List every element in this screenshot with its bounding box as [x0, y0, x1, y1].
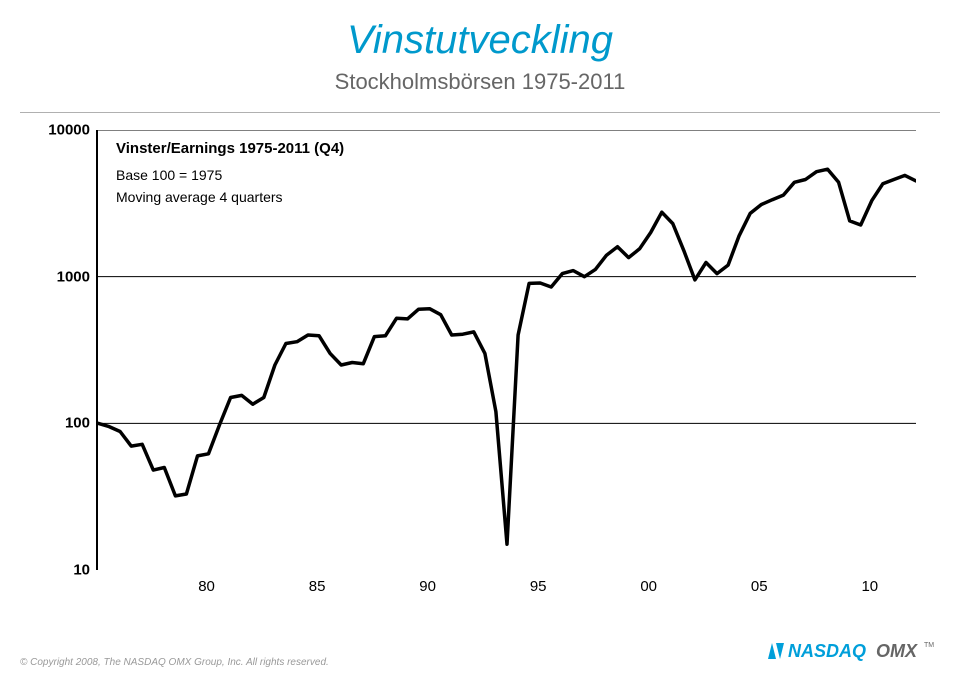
chart-legend-note-2: Moving average 4 quarters — [116, 189, 344, 205]
y-tick-label: 10 — [73, 562, 90, 579]
x-tick-label: 90 — [419, 578, 436, 595]
chart: 10100100010000 Vinster/Earnings 1975-201… — [34, 130, 914, 600]
y-axis-labels: 10100100010000 — [34, 130, 96, 570]
svg-text:TM: TM — [924, 642, 934, 649]
nasdaq-omx-logo: NASDAQ OMX TM — [766, 637, 936, 668]
copyright: © Copyright 2008, The NASDAQ OMX Group, … — [20, 657, 329, 668]
x-tick-label: 10 — [861, 578, 878, 595]
page-subtitle: Stockholmsbörsen 1975-2011 — [0, 69, 960, 95]
x-axis-labels: 80 85 90 95 00 05 10 — [96, 578, 914, 598]
svg-text:OMX: OMX — [876, 641, 918, 661]
plot-area: Vinster/Earnings 1975-2011 (Q4) Base 100… — [96, 130, 914, 570]
x-tick-label: 95 — [530, 578, 547, 595]
x-tick-label: 85 — [309, 578, 326, 595]
y-tick-label: 1000 — [57, 268, 90, 285]
divider — [20, 112, 940, 113]
chart-legend-note-1: Base 100 = 1975 — [116, 167, 344, 183]
page-title: Vinstutveckling — [0, 18, 960, 63]
x-tick-label: 00 — [640, 578, 657, 595]
x-tick-label: 80 — [198, 578, 215, 595]
svg-text:NASDAQ: NASDAQ — [788, 641, 866, 661]
chart-legend-title: Vinster/Earnings 1975-2011 (Q4) — [116, 140, 344, 157]
y-tick-label: 10000 — [48, 122, 90, 139]
chart-legend: Vinster/Earnings 1975-2011 (Q4) Base 100… — [116, 136, 344, 215]
x-tick-label: 05 — [751, 578, 768, 595]
y-tick-label: 100 — [65, 415, 90, 432]
